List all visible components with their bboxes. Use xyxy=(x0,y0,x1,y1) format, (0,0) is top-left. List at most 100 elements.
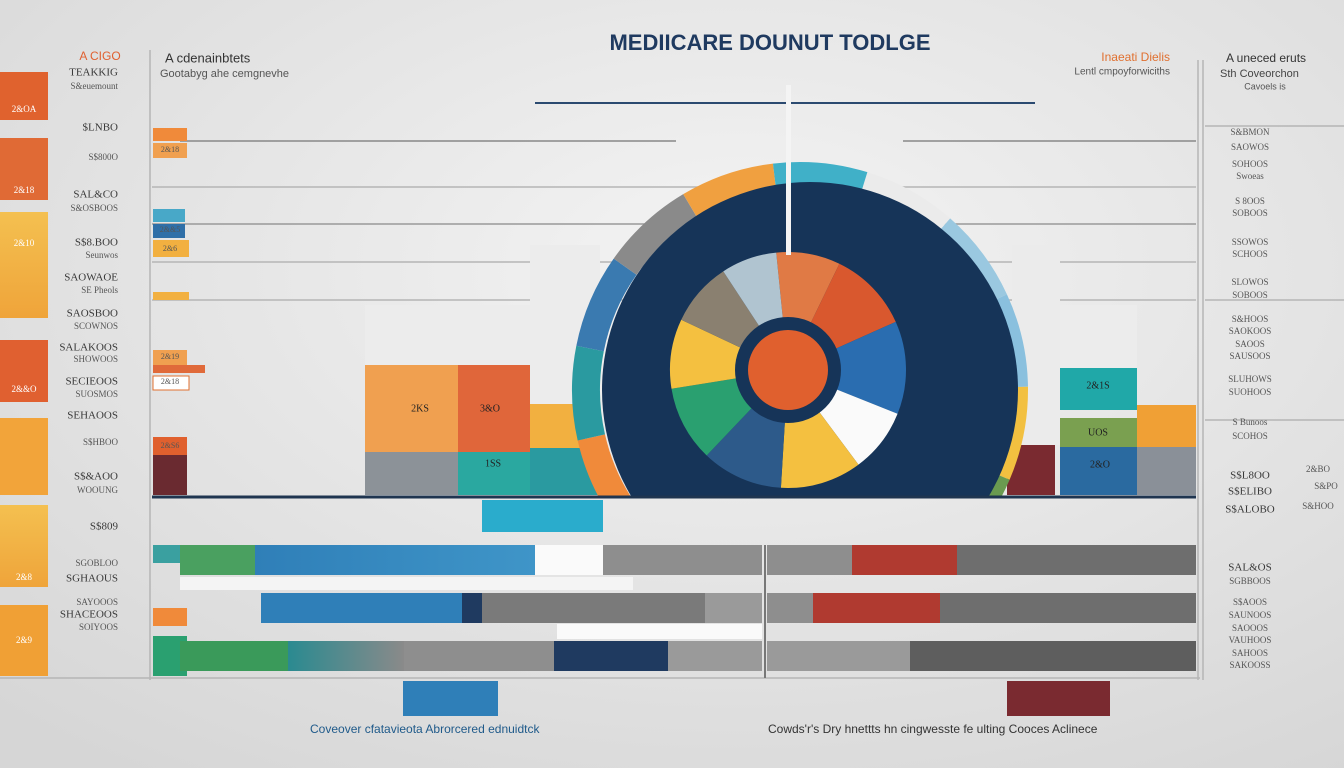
bar-label: 3&O xyxy=(480,403,500,414)
row-label: S 8OOS xyxy=(1235,196,1265,206)
row-label: SAOOOS xyxy=(1232,623,1268,633)
row-label: SLUHOWS xyxy=(1228,374,1272,384)
row-label: VAUHOOS xyxy=(1229,635,1272,645)
block-label: 2&8 xyxy=(16,572,33,582)
horizontal-bars xyxy=(180,545,1196,716)
pointer xyxy=(786,85,791,255)
row-label: SAL&CO xyxy=(73,189,118,201)
note-title: A cdenainbtets xyxy=(165,50,251,65)
tag-label: 2&18 xyxy=(161,377,179,386)
row-label: WOOUNG xyxy=(77,485,118,495)
side-label: S&HOO xyxy=(1302,501,1334,511)
side-label: 2&BO xyxy=(1306,464,1331,474)
block-label: 2&&O xyxy=(11,384,37,394)
row-label: S$8.BOO xyxy=(75,237,118,249)
row-label: SUOHOOS xyxy=(1229,387,1272,397)
row-label: S&HOOS xyxy=(1232,314,1269,324)
row-label: SSOWOS xyxy=(1232,237,1269,247)
row-label: SOIYOOS xyxy=(79,622,118,632)
row-label: SAOSBOO xyxy=(67,308,118,320)
row-label: SCOHOS xyxy=(1232,431,1268,441)
row-label: SAHOOS xyxy=(1232,648,1268,658)
tag-label: 2&19 xyxy=(161,352,179,361)
row-label: SAYOOOS xyxy=(76,597,118,607)
row-label: S$ALOBO xyxy=(1225,504,1275,516)
tag-label: 2&S6 xyxy=(161,441,180,450)
bar-label: 2&O xyxy=(1090,459,1110,470)
row-label: SGBBOOS xyxy=(1229,576,1271,586)
row-label: SAKOOSS xyxy=(1229,660,1270,670)
note-title: A uneced eruts xyxy=(1226,51,1306,65)
row-label: Seunwos xyxy=(85,250,118,260)
row-label: SLOWOS xyxy=(1231,277,1268,287)
row-label: SOHOOS xyxy=(1232,159,1268,169)
row-label: S$ELIBO xyxy=(1228,486,1272,498)
row-label: SALAKOOS xyxy=(59,342,118,354)
row-label: S Bunoos xyxy=(1233,417,1268,427)
row-label: SAUNOOS xyxy=(1229,610,1272,620)
row-label: SCHOOS xyxy=(1232,249,1268,259)
row-label: SOBOOS xyxy=(1232,208,1268,218)
donut-center xyxy=(748,330,828,410)
donut-segment xyxy=(577,434,632,497)
donut-segment xyxy=(613,194,698,275)
row-label: SHOWOOS xyxy=(73,354,118,364)
donut xyxy=(572,85,1028,497)
row-label: Swoeas xyxy=(1236,171,1264,181)
tag-label: 2&6 xyxy=(163,244,177,253)
row-label: SAUSOOS xyxy=(1229,351,1270,361)
row-label: S&BMON xyxy=(1230,127,1270,137)
note-subtitle: Gootabyg ahe cemgnevhe xyxy=(160,68,289,80)
bar-label: 1SS xyxy=(485,458,501,469)
note-subtitle: Lentl cmpoyforwiciths xyxy=(1074,67,1170,78)
row-label: SAOOS xyxy=(1235,339,1265,349)
row-label: SGHAOUS xyxy=(66,573,118,585)
note-subtitle: Sth Coveorchon xyxy=(1220,68,1299,80)
left-blocks xyxy=(0,72,48,676)
footer-text: Coveover cfatavieota Abrorcered ednuidtc… xyxy=(310,722,540,736)
row-label: SCOWNOS xyxy=(74,321,118,331)
tag-label: 2&&5 xyxy=(160,225,180,234)
side-label: S&PO xyxy=(1314,481,1338,491)
footer-text: Cowds'r's Dry hnettts hn cingwesste fe u… xyxy=(768,722,1098,736)
note-title: Inaeati Dielis xyxy=(1101,50,1170,64)
donut-segment xyxy=(788,321,906,414)
bar-label: 2KS xyxy=(411,403,429,414)
donut-segment xyxy=(683,163,777,219)
row-label: SE Pheols xyxy=(81,285,118,295)
donut-segment xyxy=(576,258,637,352)
row-label: S&OSBOOS xyxy=(70,203,118,213)
row-label: SAOKOOS xyxy=(1229,326,1272,336)
donut-segment xyxy=(572,345,605,441)
row-label: S$HBOO xyxy=(83,437,119,447)
block-label: 2&OA xyxy=(12,104,37,114)
row-label: SAOWOS xyxy=(1231,142,1269,152)
row-label: S$AOOS xyxy=(1233,597,1267,607)
row-label: SECIEOOS xyxy=(65,376,118,388)
bar-label: 2&1S xyxy=(1086,380,1109,391)
bar-label: UOS xyxy=(1088,427,1108,438)
row-label: SGOBLOO xyxy=(75,558,118,568)
row-label: SUOSMOS xyxy=(75,389,118,399)
row-label: SOBOOS xyxy=(1232,290,1268,300)
row-label: $LNBO xyxy=(83,122,119,134)
row-label: S$L8OO xyxy=(1230,470,1270,482)
row-label: S&euemount xyxy=(71,81,119,91)
labels: TEAKKIG S&euemount $LNBO S$800O SAL&CO S&OSBO… xyxy=(11,67,1338,671)
note-caption: Cavoels is xyxy=(1244,81,1286,91)
row-label: TEAKKIG xyxy=(69,67,118,79)
title: MEDIICARE DOUNUT TODLGE xyxy=(609,30,930,55)
block-label: 2&9 xyxy=(16,635,33,645)
tag-label: 2&18 xyxy=(161,145,179,154)
row-label: SAL&OS xyxy=(1228,562,1271,574)
block-label: 2&18 xyxy=(14,185,35,195)
block-label: 2&10 xyxy=(14,238,35,248)
row-label: SEHAOOS xyxy=(67,410,118,422)
row-label: S$809 xyxy=(90,521,119,533)
row-label: S$800O xyxy=(88,152,118,162)
row-label: SHACEOOS xyxy=(60,609,118,621)
row-label: SAOWAOE xyxy=(64,272,118,284)
row-label: S$&AOO xyxy=(74,471,118,483)
column-heading: A CIGO xyxy=(79,49,120,63)
